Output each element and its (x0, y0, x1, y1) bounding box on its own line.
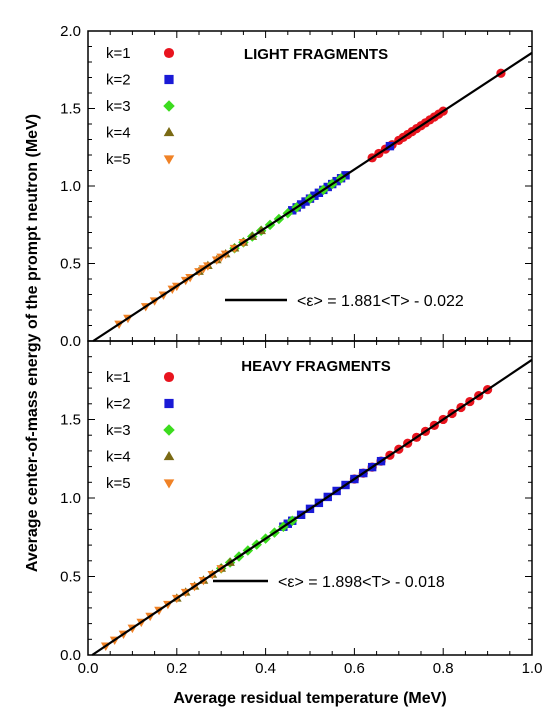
legend-marker-k2 (164, 74, 174, 85)
fit-equation: <ε> = 1.898<T> - 0.018 (278, 574, 445, 591)
y-tick-label: 0.0 (60, 647, 81, 664)
fit-line (91, 358, 533, 656)
x-tick-label: 0.0 (78, 660, 99, 677)
chart-panel-1: 0.0 0.5 1.0 1.5 2.0 LIGHT FRAGMENTS k=1 k=2 k=3 k… (60, 23, 533, 350)
y-tick-label: 0.0 (60, 333, 81, 350)
legend-marker-k3 (163, 100, 175, 112)
y-tick-label: 0.5 (60, 569, 81, 586)
x-tick-label: 0.2 (166, 660, 187, 677)
y-tick-label: 1.0 (60, 178, 81, 195)
y-axis-title: Average center-of-mass energy of the pro… (24, 114, 41, 572)
legend-label-k1: k=1 (106, 45, 131, 62)
x-tick-label: 0.6 (344, 660, 365, 677)
x-tick-label: 0.4 (255, 660, 276, 677)
legend-label-k2: k=2 (106, 396, 131, 413)
legend-marker-k4 (163, 126, 175, 137)
legend-marker-k4 (163, 450, 175, 461)
fit-line (92, 51, 533, 342)
panel-title: LIGHT FRAGMENTS (244, 46, 388, 63)
legend-label-k1: k=1 (106, 369, 131, 386)
panel-title: HEAVY FRAGMENTS (241, 358, 390, 375)
x-axis-title: Average residual temperature (MeV) (173, 690, 446, 707)
chart-panel-2: 0.0 0.5 1.0 1.5 0.0 0.2 0.4 0.6 0.8 1.0 HEAVY FRAG… (60, 340, 543, 677)
chart-panels: 0.0 0.5 1.0 1.5 2.0 LIGHT FRAGMENTS k=1 k=2 k=3 k… (60, 23, 542, 677)
legend-label-k4: k=4 (106, 125, 131, 142)
legend-marker-k1 (163, 371, 175, 383)
legend-label-k3: k=3 (106, 98, 131, 115)
legend-marker-k3 (163, 424, 175, 436)
legend-label-k2: k=2 (106, 72, 131, 89)
legend-marker-k5 (163, 479, 175, 489)
x-tick-label: 0.8 (433, 660, 454, 677)
x-tick-label: 1.0 (522, 660, 543, 677)
legend-marker-k5 (163, 155, 175, 165)
y-tick-label: 1.5 (60, 101, 81, 118)
y-tick-label: 0.5 (60, 256, 81, 273)
plot-frame (87, 340, 533, 656)
y-tick-label: 1.5 (60, 412, 81, 429)
legend-marker-k1 (163, 47, 175, 59)
legend-marker-k2 (164, 398, 174, 409)
fit-equation: <ε> = 1.881<T> - 0.022 (297, 293, 464, 310)
legend-label-k5: k=5 (106, 151, 131, 168)
y-tick-label: 2.0 (60, 23, 81, 40)
legend-label-k4: k=4 (106, 449, 131, 466)
y-tick-label: 1.0 (60, 490, 81, 507)
legend-label-k5: k=5 (106, 475, 131, 492)
legend-label-k3: k=3 (106, 422, 131, 439)
